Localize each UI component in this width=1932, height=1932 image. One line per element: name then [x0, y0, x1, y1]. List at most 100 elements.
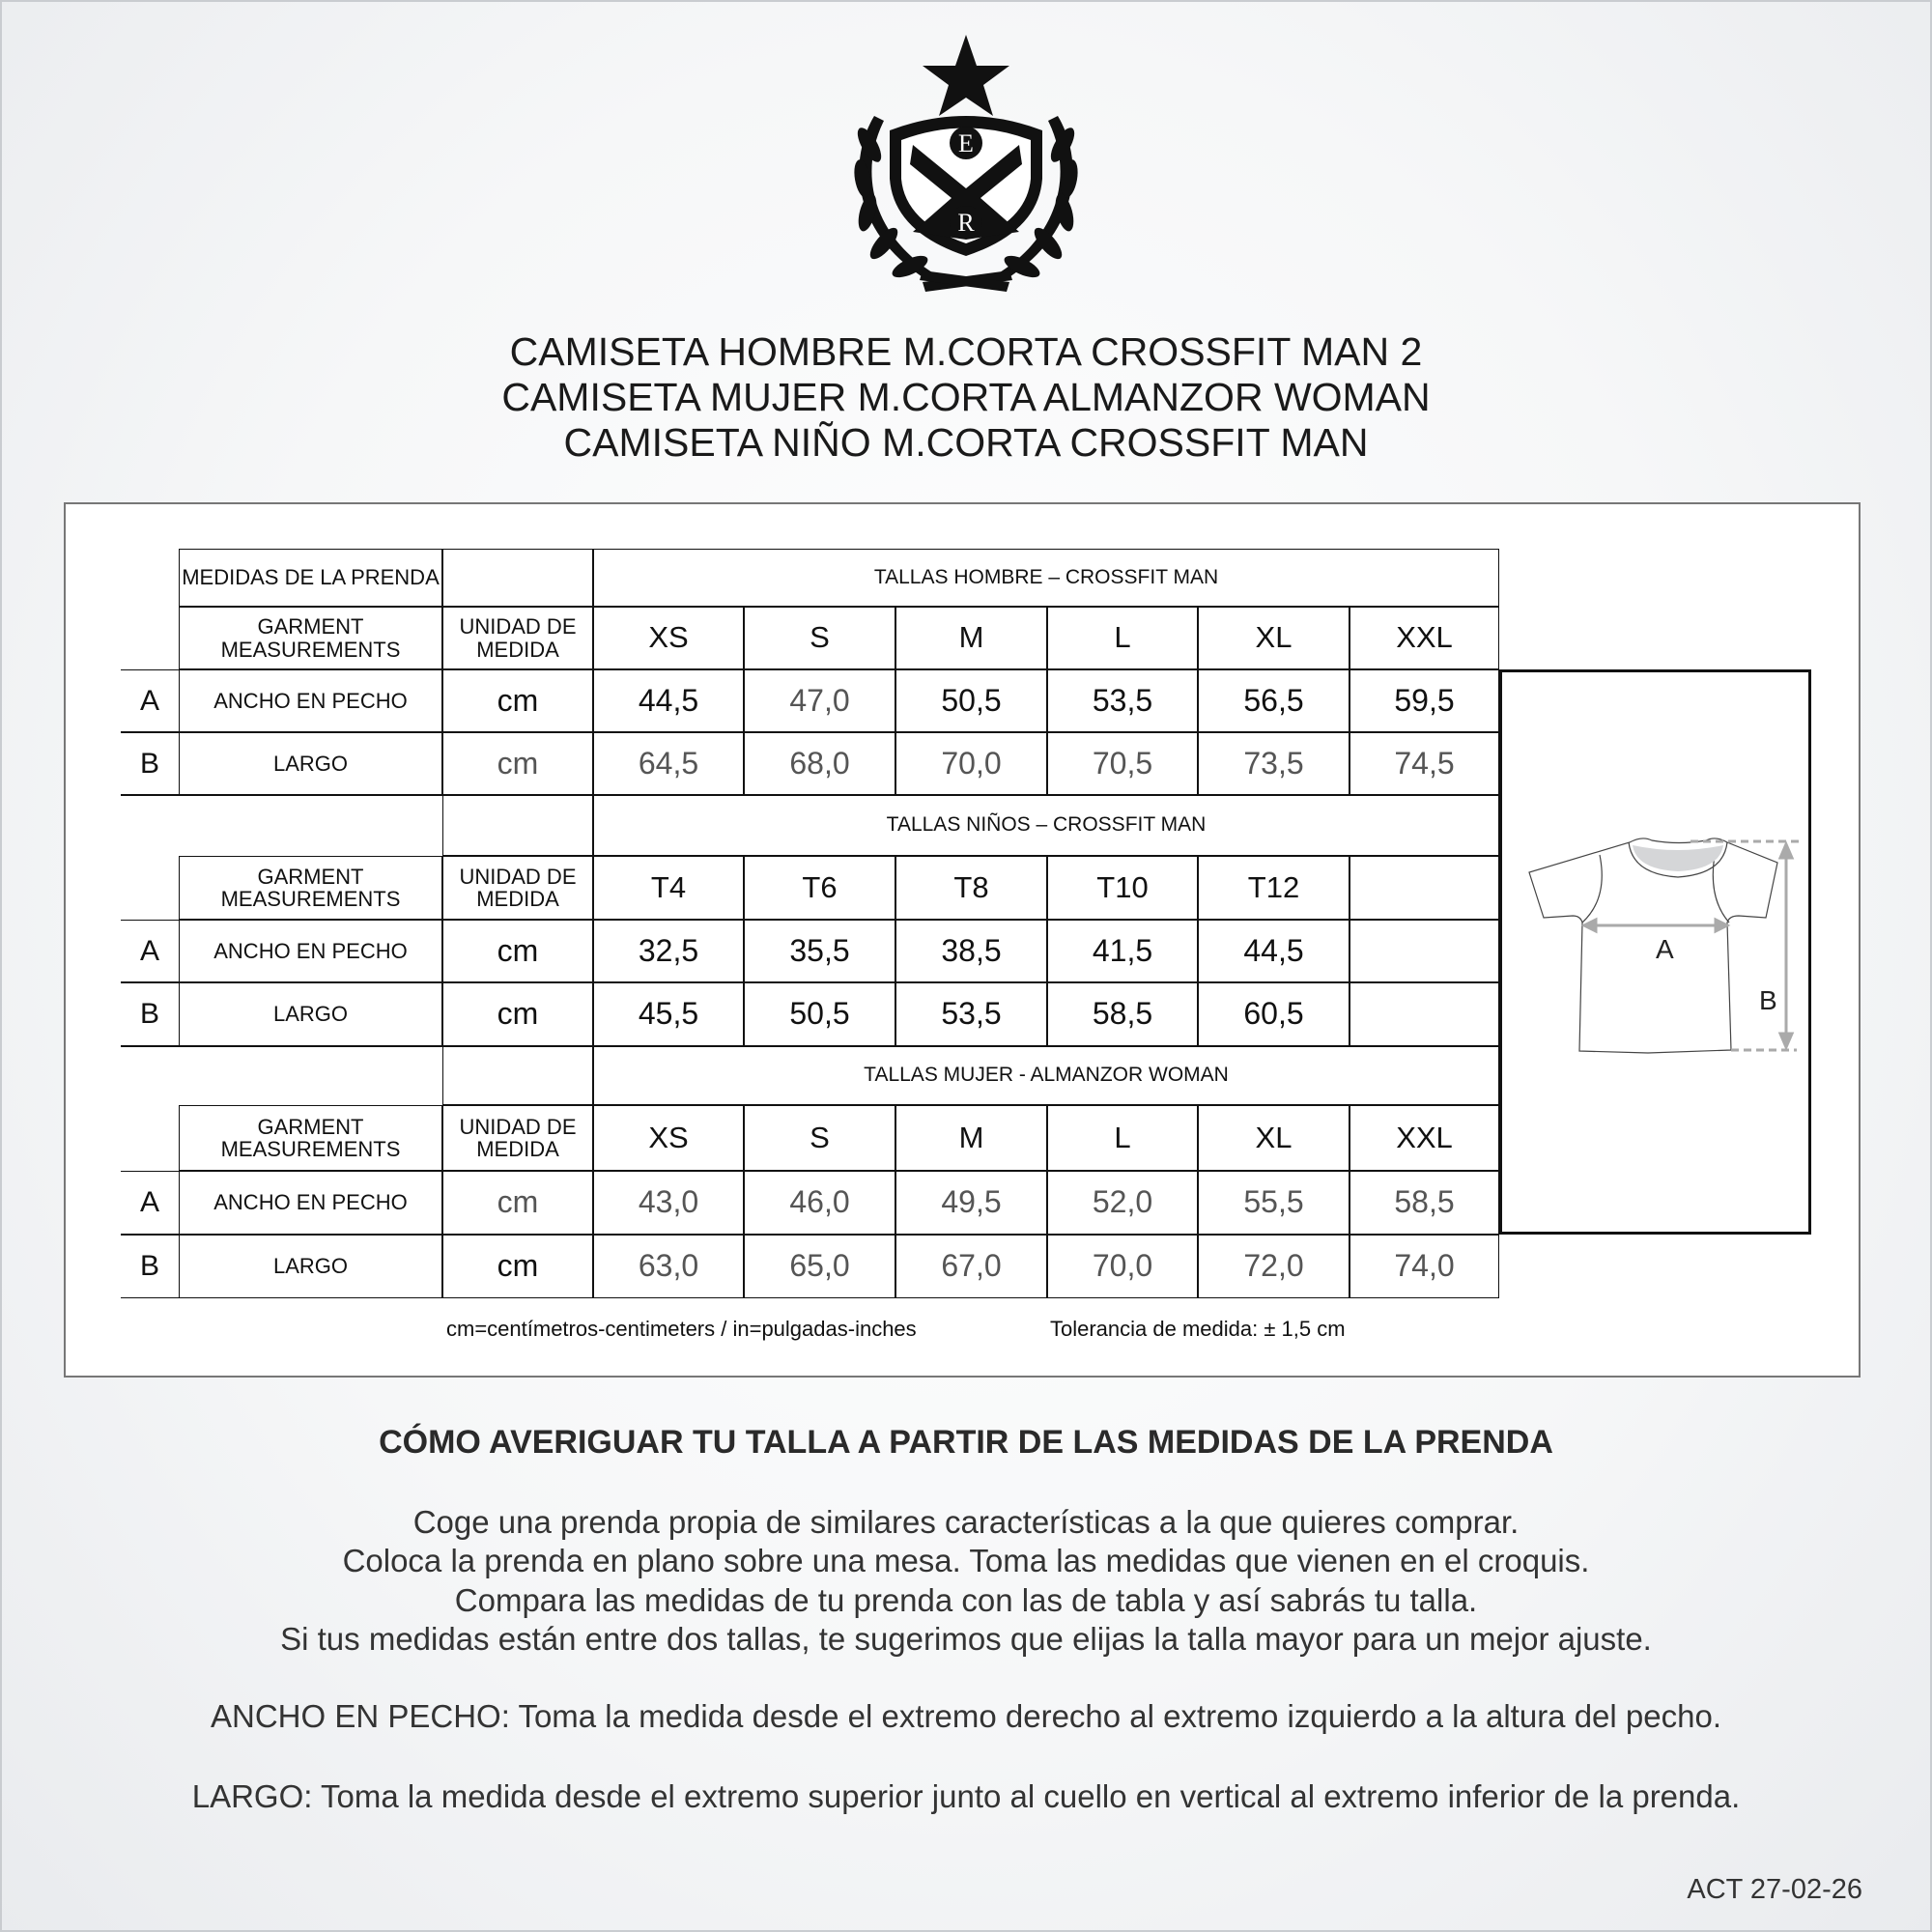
howto-chest: ANCHO EN PECHO: Toma la medida desde el … — [211, 1698, 1721, 1734]
measurement-value: 70,0 — [895, 732, 1047, 795]
measurement-label: LARGO — [179, 982, 442, 1046]
divider-line — [121, 1045, 442, 1047]
measures-header: MEDIDAS DE LA PRENDA — [179, 549, 442, 607]
size-header: XXL — [1350, 1105, 1499, 1171]
size-header: M — [895, 1105, 1047, 1171]
measurement-value: 49,5 — [895, 1171, 1047, 1235]
size-header: M — [895, 607, 1047, 669]
unit-cell: cm — [442, 1171, 593, 1235]
measurement-value: 53,5 — [1047, 669, 1198, 732]
unit-cell: cm — [442, 982, 593, 1046]
howto-line: Si tus medidas están entre dos tallas, t… — [280, 1621, 1652, 1657]
size-header: S — [744, 1105, 895, 1171]
size-header: S — [744, 607, 895, 669]
tolerance-note: Tolerancia de medida: ± 1,5 cm — [1050, 1317, 1346, 1341]
measurement-label: ANCHO EN PECHO — [179, 920, 442, 982]
measurement-value: 47,0 — [744, 669, 895, 732]
measurement-label: ANCHO EN PECHO — [179, 669, 442, 732]
measurement-value: 72,0 — [1198, 1235, 1350, 1298]
unit-header: UNIDAD DE MEDIDA — [442, 856, 593, 920]
measurement-value: 50,5 — [895, 669, 1047, 732]
product-title-kids: CAMISETA NIÑO M.CORTA CROSSFIT MAN — [563, 420, 1369, 465]
diagram-label-a: A — [1656, 934, 1674, 964]
measurement-value — [1350, 920, 1499, 982]
row-letter: B — [121, 732, 179, 795]
measurement-value: 41,5 — [1047, 920, 1198, 982]
size-header: XL — [1198, 1105, 1350, 1171]
measurement-value: 59,5 — [1350, 669, 1499, 732]
unit-header-blank — [442, 549, 593, 607]
garment-header: GARMENT MEASUREMENTS — [179, 1105, 442, 1171]
measurement-value: 74,0 — [1350, 1235, 1499, 1298]
laurel-icon — [854, 116, 1078, 292]
measurement-value: 65,0 — [744, 1235, 895, 1298]
size-header: L — [1047, 1105, 1198, 1171]
diagram-label-b: B — [1759, 985, 1777, 1015]
measurement-value: 64,5 — [593, 732, 744, 795]
measurement-value: 60,5 — [1198, 982, 1350, 1046]
measurement-label: LARGO — [179, 1235, 442, 1298]
measurement-value: 74,5 — [1350, 732, 1499, 795]
shield-icon: E R — [890, 116, 1042, 256]
unit-cell: cm — [442, 732, 593, 795]
measurement-label: LARGO — [179, 732, 442, 795]
howto-line: Coloca la prenda en plano sobre una mesa… — [342, 1543, 1590, 1578]
brand-logo: E R — [854, 35, 1078, 292]
measurement-value: 46,0 — [744, 1171, 895, 1235]
size-header: T6 — [744, 856, 895, 920]
measurement-value: 44,5 — [1198, 920, 1350, 982]
size-header: XS — [593, 607, 744, 669]
size-header: T12 — [1198, 856, 1350, 920]
garment-header: GARMENT MEASUREMENTS — [179, 856, 442, 920]
size-header: XL — [1198, 607, 1350, 669]
row-letter: B — [121, 1235, 179, 1298]
howto-length: LARGO: Toma la medida desde el extremo s… — [191, 1778, 1741, 1814]
measurement-value: 32,5 — [593, 920, 744, 982]
section-title: TALLAS HOMBRE – CROSSFIT MAN — [593, 549, 1499, 607]
size-header: XS — [593, 1105, 744, 1171]
measurement-value: 52,0 — [1047, 1171, 1198, 1235]
measurement-value: 70,5 — [1047, 732, 1198, 795]
measurement-value: 70,0 — [1047, 1235, 1198, 1298]
unit-cell: cm — [442, 1235, 593, 1298]
measurement-value: 44,5 — [593, 669, 744, 732]
tshirt-diagram-icon: A B — [1528, 838, 1799, 1054]
row-letter: A — [121, 1171, 179, 1235]
measurement-value: 56,5 — [1198, 669, 1350, 732]
measurement-value: 50,5 — [744, 982, 895, 1046]
product-title-women: CAMISETA MUJER M.CORTA ALMANZOR WOMAN — [501, 375, 1431, 419]
measurement-value: 45,5 — [593, 982, 744, 1046]
units-note: cm=centímetros-centimeters / in=pulgadas… — [446, 1317, 917, 1341]
howto-heading: CÓMO AVERIGUAR TU TALLA A PARTIR DE LAS … — [379, 1424, 1553, 1461]
measurement-value: 73,5 — [1198, 732, 1350, 795]
measurement-value: 63,0 — [593, 1235, 744, 1298]
unit-header-blank — [442, 1046, 593, 1105]
row-letter: B — [121, 982, 179, 1046]
measurement-value: 35,5 — [744, 920, 895, 982]
howto-line: Compara las medidas de tu prenda con las… — [454, 1582, 1478, 1618]
unit-header: UNIDAD DE MEDIDA — [442, 607, 593, 669]
size-header: T8 — [895, 856, 1047, 920]
garment-header: GARMENT MEASUREMENTS — [179, 607, 442, 669]
measurement-value: 58,5 — [1047, 982, 1198, 1046]
size-header: T4 — [593, 856, 744, 920]
unit-cell: cm — [442, 920, 593, 982]
measurement-label: ANCHO EN PECHO — [179, 1171, 442, 1235]
measurement-value: 53,5 — [895, 982, 1047, 1046]
measurement-value: 43,0 — [593, 1171, 744, 1235]
howto-line: Coge una prenda propia de similares cara… — [412, 1504, 1520, 1540]
revision-date: ACT 27-02-26 — [1687, 1874, 1862, 1905]
measurement-value: 68,0 — [744, 732, 895, 795]
measurement-value: 67,0 — [895, 1235, 1047, 1298]
divider-line — [121, 794, 442, 796]
size-header: L — [1047, 607, 1198, 669]
row-letter: A — [121, 920, 179, 982]
svg-text:R: R — [957, 209, 975, 237]
section-title: TALLAS MUJER - ALMANZOR WOMAN — [593, 1046, 1499, 1105]
garment-diagram — [1499, 669, 1811, 1235]
section-title: TALLAS NIÑOS – CROSSFIT MAN — [593, 795, 1499, 856]
size-header: XXL — [1350, 607, 1499, 669]
row-letter: A — [121, 669, 179, 732]
unit-cell: cm — [442, 669, 593, 732]
